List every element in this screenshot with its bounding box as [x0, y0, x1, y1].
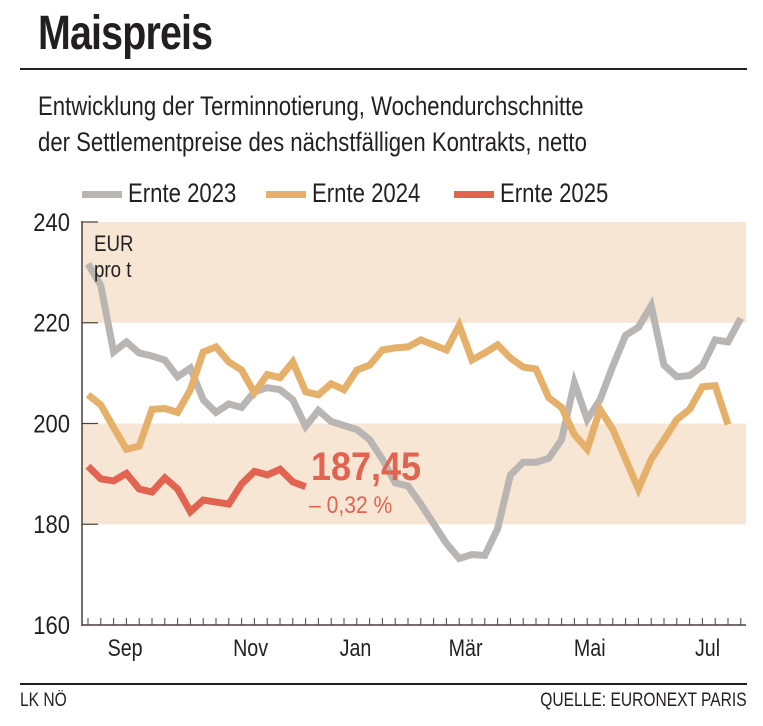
x-tick-label: Jul: [695, 634, 720, 661]
change-annotation: – 0,32 %: [309, 492, 392, 519]
y-tick-label: 160: [33, 612, 70, 640]
shaded-band-1: [82, 222, 746, 323]
last-value-annotation: 187,45: [311, 445, 421, 489]
footer-divider: [20, 683, 747, 685]
legend-swatch-2024: [266, 191, 306, 198]
series-line-ernte-2023: [84, 262, 744, 563]
x-tick-label: Mär: [449, 634, 483, 661]
y-tick-label: 240: [33, 209, 70, 237]
y-tick-label: 200: [33, 410, 70, 438]
x-tick-label: Jan: [340, 634, 372, 661]
x-tick-label: Mai: [574, 634, 606, 661]
legend-swatch-2023: [82, 191, 122, 198]
footer-source: QUELLE: EURONEXT PARIS: [540, 690, 747, 711]
y-tick-label: 220: [33, 309, 70, 337]
chart-title: Maispreis: [38, 7, 213, 60]
y-axis-label: EUR: [94, 233, 133, 257]
y-axis-label: pro t: [94, 259, 132, 283]
title-divider: [20, 68, 747, 70]
x-tick-label: Nov: [233, 634, 268, 661]
legend-swatch-2025: [454, 191, 494, 198]
y-tick-label: 180: [33, 511, 70, 539]
series-line-ernte-2025: [85, 463, 307, 518]
footer-credit: LK NÖ: [20, 690, 67, 711]
chart-subtitle: Entwicklung der Terminnotierung, Wochend…: [38, 91, 587, 157]
x-tick-label: Sep: [108, 634, 143, 661]
